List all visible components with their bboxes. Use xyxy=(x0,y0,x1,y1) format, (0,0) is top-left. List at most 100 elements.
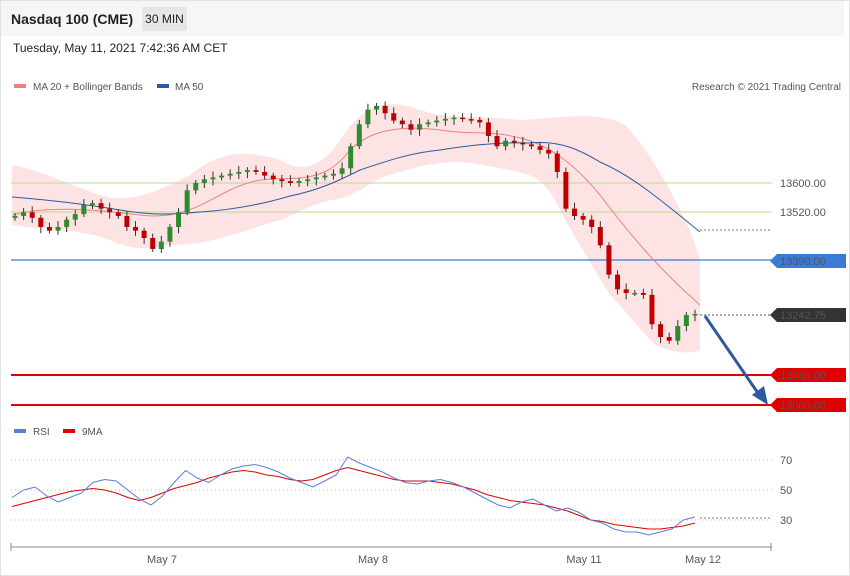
candle-body xyxy=(382,105,388,114)
candle-body xyxy=(184,190,190,213)
level-tag-13390 xyxy=(770,254,846,268)
candle-body xyxy=(675,326,681,341)
candle-body xyxy=(365,109,371,125)
candle-body xyxy=(563,171,569,209)
candle-body xyxy=(133,226,139,231)
candle-body xyxy=(589,219,595,227)
level-label-last: 13242.75 xyxy=(780,310,826,322)
level-label-13390: 13390.00 xyxy=(780,256,826,268)
candle-body xyxy=(219,175,225,178)
candle-body xyxy=(167,226,173,242)
candle-body xyxy=(339,168,345,174)
level-label-13080: 13080.00 xyxy=(780,370,826,382)
candle-body xyxy=(98,203,104,209)
x-tick-may12: May 12 xyxy=(685,554,721,566)
candle-body xyxy=(244,170,250,172)
candle-body xyxy=(38,217,44,227)
legend-rsi-swatch xyxy=(14,429,26,433)
candle-body xyxy=(236,171,242,174)
candle-body xyxy=(554,153,560,172)
chart-header: Nasdaq 100 (CME) 30 MIN xyxy=(1,1,844,36)
candle-body xyxy=(348,146,354,169)
candle-body xyxy=(374,105,380,110)
rsi-tick-50: 50 xyxy=(780,485,792,497)
legend-ma50-swatch xyxy=(157,84,169,88)
candle-body xyxy=(451,117,457,120)
forecast-arrow-head xyxy=(752,386,768,405)
candle-body xyxy=(580,215,586,220)
candle-body xyxy=(124,215,130,227)
candle-body xyxy=(270,175,276,180)
rsi-9ma-line xyxy=(11,466,696,530)
instrument-title: Nasdaq 100 (CME) xyxy=(11,11,134,27)
candle-body xyxy=(201,179,207,183)
candle-body xyxy=(279,179,285,182)
candle-body xyxy=(21,212,27,216)
candle-body xyxy=(666,337,672,341)
candle-body xyxy=(12,215,18,218)
candle-body xyxy=(425,122,431,125)
candle-body xyxy=(546,149,552,154)
candle-body xyxy=(313,177,319,180)
timestamp: Tuesday, May 11, 2021 7:42:36 AM CET xyxy=(13,41,228,55)
candle-body xyxy=(296,181,302,183)
candle-body xyxy=(460,117,466,120)
candle-body xyxy=(528,144,534,147)
candle-body xyxy=(89,203,95,205)
legend-ma20-swatch xyxy=(14,84,26,88)
candle-body xyxy=(485,122,491,136)
level-label-13520: 13520.00 xyxy=(780,207,826,219)
candle-body xyxy=(623,289,629,294)
candle-body xyxy=(615,274,621,290)
legend-rsi-label: RSI xyxy=(33,427,50,438)
candle-body xyxy=(399,120,405,125)
candle-body xyxy=(520,142,526,145)
rsi-line xyxy=(11,456,696,536)
candle-body xyxy=(72,214,78,220)
bollinger-band xyxy=(12,104,700,353)
candle-body xyxy=(176,212,182,227)
candle-body xyxy=(442,118,448,121)
timeframe-badge[interactable]: 30 MIN xyxy=(142,7,187,31)
candles xyxy=(12,101,698,345)
candle-body xyxy=(330,173,336,176)
candle-body xyxy=(408,124,414,130)
candle-body xyxy=(658,324,664,338)
candle-body xyxy=(537,146,543,150)
legend-9ma-label: 9MA xyxy=(82,427,103,438)
rsi-tick-70: 70 xyxy=(780,455,792,467)
candle-body xyxy=(503,140,509,147)
candle-body xyxy=(253,170,259,172)
candle-body xyxy=(477,119,483,123)
candle-body xyxy=(287,181,293,183)
candle-body xyxy=(683,315,689,327)
candle-body xyxy=(262,171,268,176)
candle-body xyxy=(81,204,87,215)
candle-body xyxy=(141,230,147,238)
candle-body xyxy=(55,226,61,231)
candle-body xyxy=(692,314,698,316)
level-tag-last xyxy=(770,308,846,322)
level-label-13600: 13600.00 xyxy=(780,178,826,190)
candle-body xyxy=(640,293,646,295)
candle-body xyxy=(193,182,199,191)
candle-body xyxy=(494,135,500,147)
forecast-arrow-line xyxy=(703,315,762,397)
legend-ma50-label: MA 50 xyxy=(175,82,204,93)
candle-body xyxy=(597,226,603,246)
candle-body xyxy=(46,226,52,231)
candle-body xyxy=(210,177,216,180)
candle-body xyxy=(305,179,311,182)
candle-body xyxy=(356,124,362,147)
legend-9ma-swatch xyxy=(63,429,75,433)
rsi-tick-30: 30 xyxy=(780,515,792,527)
candle-body xyxy=(391,113,397,121)
candle-body xyxy=(468,119,474,121)
candle-body xyxy=(322,175,328,178)
candle-body xyxy=(649,294,655,325)
candle-body xyxy=(417,124,423,130)
candle-body xyxy=(227,173,233,176)
candle-body xyxy=(29,212,35,218)
level-label-13000: 13000.00 xyxy=(780,400,826,412)
